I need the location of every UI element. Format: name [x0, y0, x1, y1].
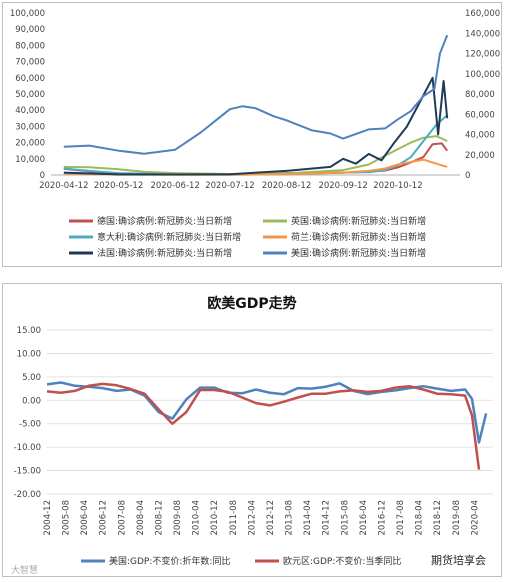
left-axis-tick-label: 40,000	[15, 106, 45, 116]
x-axis-tick-label: 2020-09-12	[318, 181, 367, 191]
x-axis-tick-label: 2009-08	[173, 500, 183, 536]
x-axis-tick-label: 2020-07-12	[205, 181, 254, 191]
x-axis-tick-label: 2011-08	[229, 500, 239, 536]
covid-chart-svg: 0 10,000 20,000 30,000 40,000 50,000 60,000 70,…	[10, 9, 500, 259]
x-axis-tick-label: 2020-04	[470, 500, 480, 536]
x-axis-tick-label: 2010-12	[210, 500, 220, 536]
legend-label-3: 荷兰:确诊病例:新冠肺炎:当日新增	[291, 231, 426, 243]
left-axis-tick-label: 70,000	[15, 58, 45, 68]
x-axis-tick-label: 2008-04	[136, 500, 146, 536]
left-axis-tick-label: 100,000	[10, 9, 45, 19]
x-axis-tick-label: 2020-05-12	[94, 181, 143, 191]
left-axis-tick-label: 20,000	[15, 139, 45, 149]
y-axis-tick-label: -15.00	[14, 467, 41, 477]
right-axis-tick-label: 120,000	[465, 50, 500, 60]
x-axis-tick-label: 2012-12	[266, 500, 276, 536]
x-axis-tick-label: 2013-08	[285, 500, 295, 536]
legend-label-4: 法国:确诊病例:新冠肺炎:当日新增	[97, 247, 232, 259]
left-axis-tick-label: 30,000	[15, 122, 45, 132]
y-axis-tick-label: -20.00	[14, 490, 41, 500]
x-axis-tick-label: 2020-04-12	[39, 181, 88, 191]
x-axis-tick-label: 2006-12	[99, 500, 109, 536]
y-axis-tick-label: -10.00	[14, 443, 41, 453]
y-axis-tick-label: -5.00	[19, 420, 41, 430]
legend-label-0: 德国:确诊病例:新冠肺炎:当日新增	[97, 215, 232, 227]
x-axis-tick-label: 2014-04	[303, 500, 313, 536]
series-line-1	[46, 382, 481, 470]
y-axis-tick-label: 15.00	[17, 326, 41, 336]
right-axis-tick-label: 160,000	[465, 9, 500, 19]
right-axis-tick-label: 140,000	[465, 29, 500, 39]
right-axis-tick-label: 0	[465, 171, 470, 181]
left-axis-tick-label: 50,000	[15, 90, 45, 100]
x-axis-tick-label: 2005-08	[62, 500, 72, 536]
y-axis-tick-label: 0.00	[22, 396, 41, 406]
gdp-trend-chart: 欧美GDP走势 15.00 10.00 5.00 0.00 -5.00 -10.00 -15.…	[2, 283, 502, 577]
chart-title: 欧美GDP走势	[207, 295, 296, 312]
x-axis-tick-label: 2020-06-12	[150, 181, 199, 191]
y-axis-tick-label: 5.00	[22, 373, 41, 383]
x-axis-tick-label: 2020-10-12	[373, 181, 422, 191]
left-axis-tick-label: 60,000	[15, 74, 45, 84]
x-axis-tick-label: 2004-12	[43, 500, 53, 536]
x-axis-tick-label: 2016-12	[378, 500, 388, 536]
right-axis-tick-label: 20,000	[465, 151, 495, 161]
left-axis-tick-label: 80,000	[15, 41, 45, 51]
watermark-left: 大智慧	[11, 564, 38, 576]
watermark-right: 期货培享会	[431, 553, 486, 567]
x-axis-tick-label: 2019-08	[452, 500, 462, 536]
series-line-0	[46, 381, 488, 444]
left-axis-tick-label: 0	[40, 171, 45, 181]
x-axis-tick-label: 2014-12	[322, 500, 332, 536]
right-axis-tick-label: 40,000	[465, 131, 495, 141]
x-axis-tick-label: 2017-08	[396, 500, 406, 536]
right-axis-tick-label: 80,000	[465, 90, 495, 100]
x-axis-tick-label: 2006-04	[80, 500, 90, 536]
series-line-1	[63, 135, 448, 175]
x-axis-tick-label: 2020-08-12	[262, 181, 311, 191]
series-line-4	[63, 76, 449, 176]
right-axis-tick-label: 60,000	[465, 110, 495, 120]
legend-label-2: 意大利:确诊病例:新冠肺炎:当日新增	[97, 231, 241, 243]
x-axis-tick-label: 2015-08	[340, 500, 350, 536]
x-axis-tick-label: 2007-08	[117, 500, 127, 536]
right-axis-tick-label: 100,000	[465, 70, 500, 80]
x-axis-tick-label: 2008-12	[155, 500, 165, 536]
legend-label-1: 欧元区:GDP:不变价:当季同比	[283, 555, 401, 567]
left-axis-tick-label: 10,000	[15, 155, 45, 165]
x-axis-tick-label: 2010-04	[192, 500, 202, 536]
gdp-chart-svg: 欧美GDP走势 15.00 10.00 5.00 0.00 -5.00 -10.00 -15.…	[11, 295, 493, 576]
x-axis-tick-label: 2012-04	[247, 500, 257, 536]
covid-daily-cases-chart: 0 10,000 20,000 30,000 40,000 50,000 60,000 70,…	[2, 2, 502, 267]
left-axis-tick-label: 90,000	[15, 25, 45, 35]
x-axis-tick-label: 2018-04	[415, 500, 425, 536]
series-line-5	[63, 34, 449, 155]
legend-label-0: 美国:GDP:不变价:折年数:同比	[109, 555, 230, 567]
legend-label-5: 美国:确诊病例:新冠肺炎:当日新增	[291, 247, 426, 259]
y-axis-tick-label: 10.00	[17, 349, 41, 359]
x-axis-tick-label: 2016-04	[359, 500, 369, 536]
legend-label-1: 英国:确诊病例:新冠肺炎:当日新增	[291, 215, 426, 227]
x-axis-tick-label: 2018-12	[433, 500, 443, 536]
